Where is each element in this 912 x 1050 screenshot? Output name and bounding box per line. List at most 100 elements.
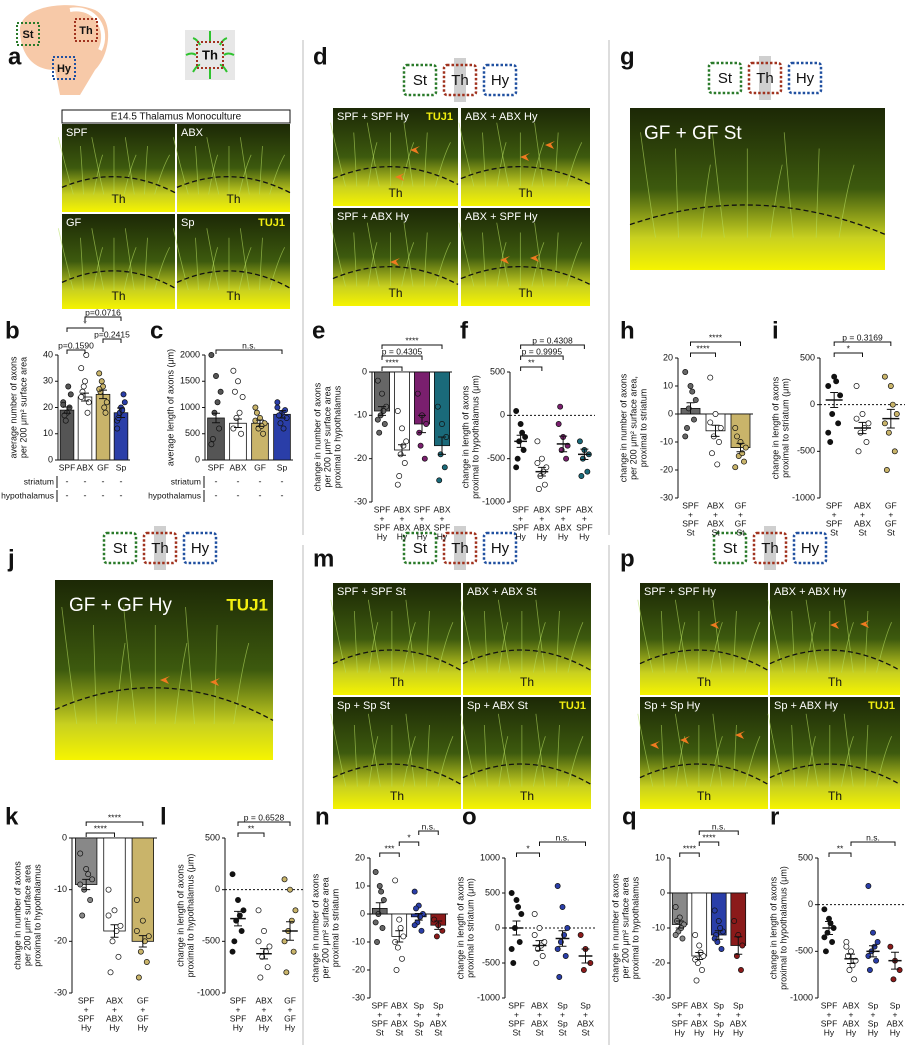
data-point (433, 933, 440, 940)
data-point (887, 383, 894, 389)
boundary (61, 176, 176, 194)
data-point (89, 876, 96, 883)
axon (172, 137, 189, 195)
error-bar (847, 953, 855, 964)
axon (195, 237, 199, 291)
x-tick-label: St (376, 1027, 385, 1037)
significance-bracket (379, 852, 400, 857)
data-point (853, 383, 860, 389)
x-tick-label: SPF (826, 518, 843, 528)
data-point (135, 974, 142, 981)
x-tick-label: St (887, 527, 896, 537)
data-point (821, 906, 828, 913)
axon (498, 622, 509, 673)
x-tick-label: + (697, 1009, 702, 1019)
significance-bracket (215, 349, 283, 354)
y-tick-label: 0 (215, 884, 220, 894)
schematic-box (752, 531, 788, 565)
data-point (65, 383, 72, 390)
axon (806, 622, 816, 673)
schematic-label: Th (451, 540, 469, 557)
data-point (80, 383, 87, 390)
boundary (769, 649, 901, 671)
schematic-label: St (113, 540, 128, 557)
significance-label: p = 0.4308 (532, 335, 573, 345)
region-label: Th (697, 675, 711, 689)
data-point (287, 886, 293, 893)
data-point (873, 957, 880, 964)
y-tick-label: -30 (352, 992, 365, 1002)
error-bar (81, 392, 89, 402)
x-tick-label: + (84, 1004, 89, 1014)
x-tick-label: SPF (371, 1018, 388, 1028)
y-tick-label: -500 (482, 957, 500, 967)
region-label: Th (388, 186, 402, 200)
significance-label: **** (385, 357, 399, 367)
panel-letter: c (150, 317, 163, 344)
data-point (399, 955, 405, 962)
data-point (401, 460, 408, 466)
data-point (534, 460, 541, 466)
data-point (519, 429, 526, 436)
significance-label: p = 0.9995 (522, 346, 563, 356)
axon (124, 228, 135, 291)
row-mark: - (66, 490, 69, 500)
significance-bracket (698, 830, 739, 835)
axon (675, 622, 686, 673)
y-tick-label: 20 (43, 402, 53, 412)
data-point (399, 425, 405, 432)
arrowhead (650, 741, 660, 749)
data-point (439, 421, 445, 427)
x-tick-label: + (377, 1009, 382, 1019)
x-tick-label: Hy (138, 1022, 149, 1032)
schematic-label: Th (451, 72, 469, 89)
micrograph (770, 697, 900, 809)
error-bar (695, 952, 704, 960)
significance-label: n.s. (242, 340, 256, 350)
tile-label: ABX (181, 127, 204, 139)
data-point (239, 394, 246, 400)
panel-letter: h (620, 317, 635, 344)
significance-bracket (237, 821, 291, 826)
schematic-box (747, 61, 783, 95)
x-tick-label: Sp (277, 462, 288, 472)
micrograph (640, 697, 768, 809)
axon (423, 232, 428, 287)
significance-bracket (84, 316, 122, 321)
arrowhead (830, 621, 840, 629)
data-point (392, 877, 399, 884)
data-point (281, 876, 288, 883)
data-point (78, 394, 85, 400)
tile-label: GF + GF Hy (69, 595, 172, 616)
data-point (66, 404, 73, 411)
y-tick-label: 500 (490, 366, 505, 376)
panel-letter: n (315, 803, 330, 830)
x-tick-label: SPF (671, 1018, 688, 1028)
boundary (769, 763, 901, 785)
axon (534, 122, 544, 187)
axon (660, 724, 665, 787)
x-tick-label: ABX (886, 1018, 903, 1028)
data-point (883, 467, 890, 473)
data-point (825, 383, 832, 389)
data-point (121, 399, 128, 406)
axon (806, 736, 816, 787)
data-point (576, 438, 583, 445)
y-tick-label: 1000 (480, 852, 500, 862)
axon (458, 222, 475, 287)
y-axis-label: change in length of axons (460, 385, 470, 488)
data-point (105, 912, 112, 919)
axon (712, 713, 723, 787)
row-mark: - (66, 476, 69, 486)
tile-label: SPF + SPF Hy (337, 111, 409, 123)
schematic-label: St (23, 29, 34, 41)
data-point (67, 391, 74, 398)
significance-bracket (66, 327, 104, 332)
x-tick-label: + (514, 1009, 519, 1019)
data-point (848, 948, 854, 955)
x-tick-label: + (400, 513, 405, 523)
region-label: Th (828, 789, 842, 803)
data-point (682, 433, 689, 440)
y-axis-label: change in length of axons (455, 876, 465, 979)
data-point (843, 943, 850, 950)
